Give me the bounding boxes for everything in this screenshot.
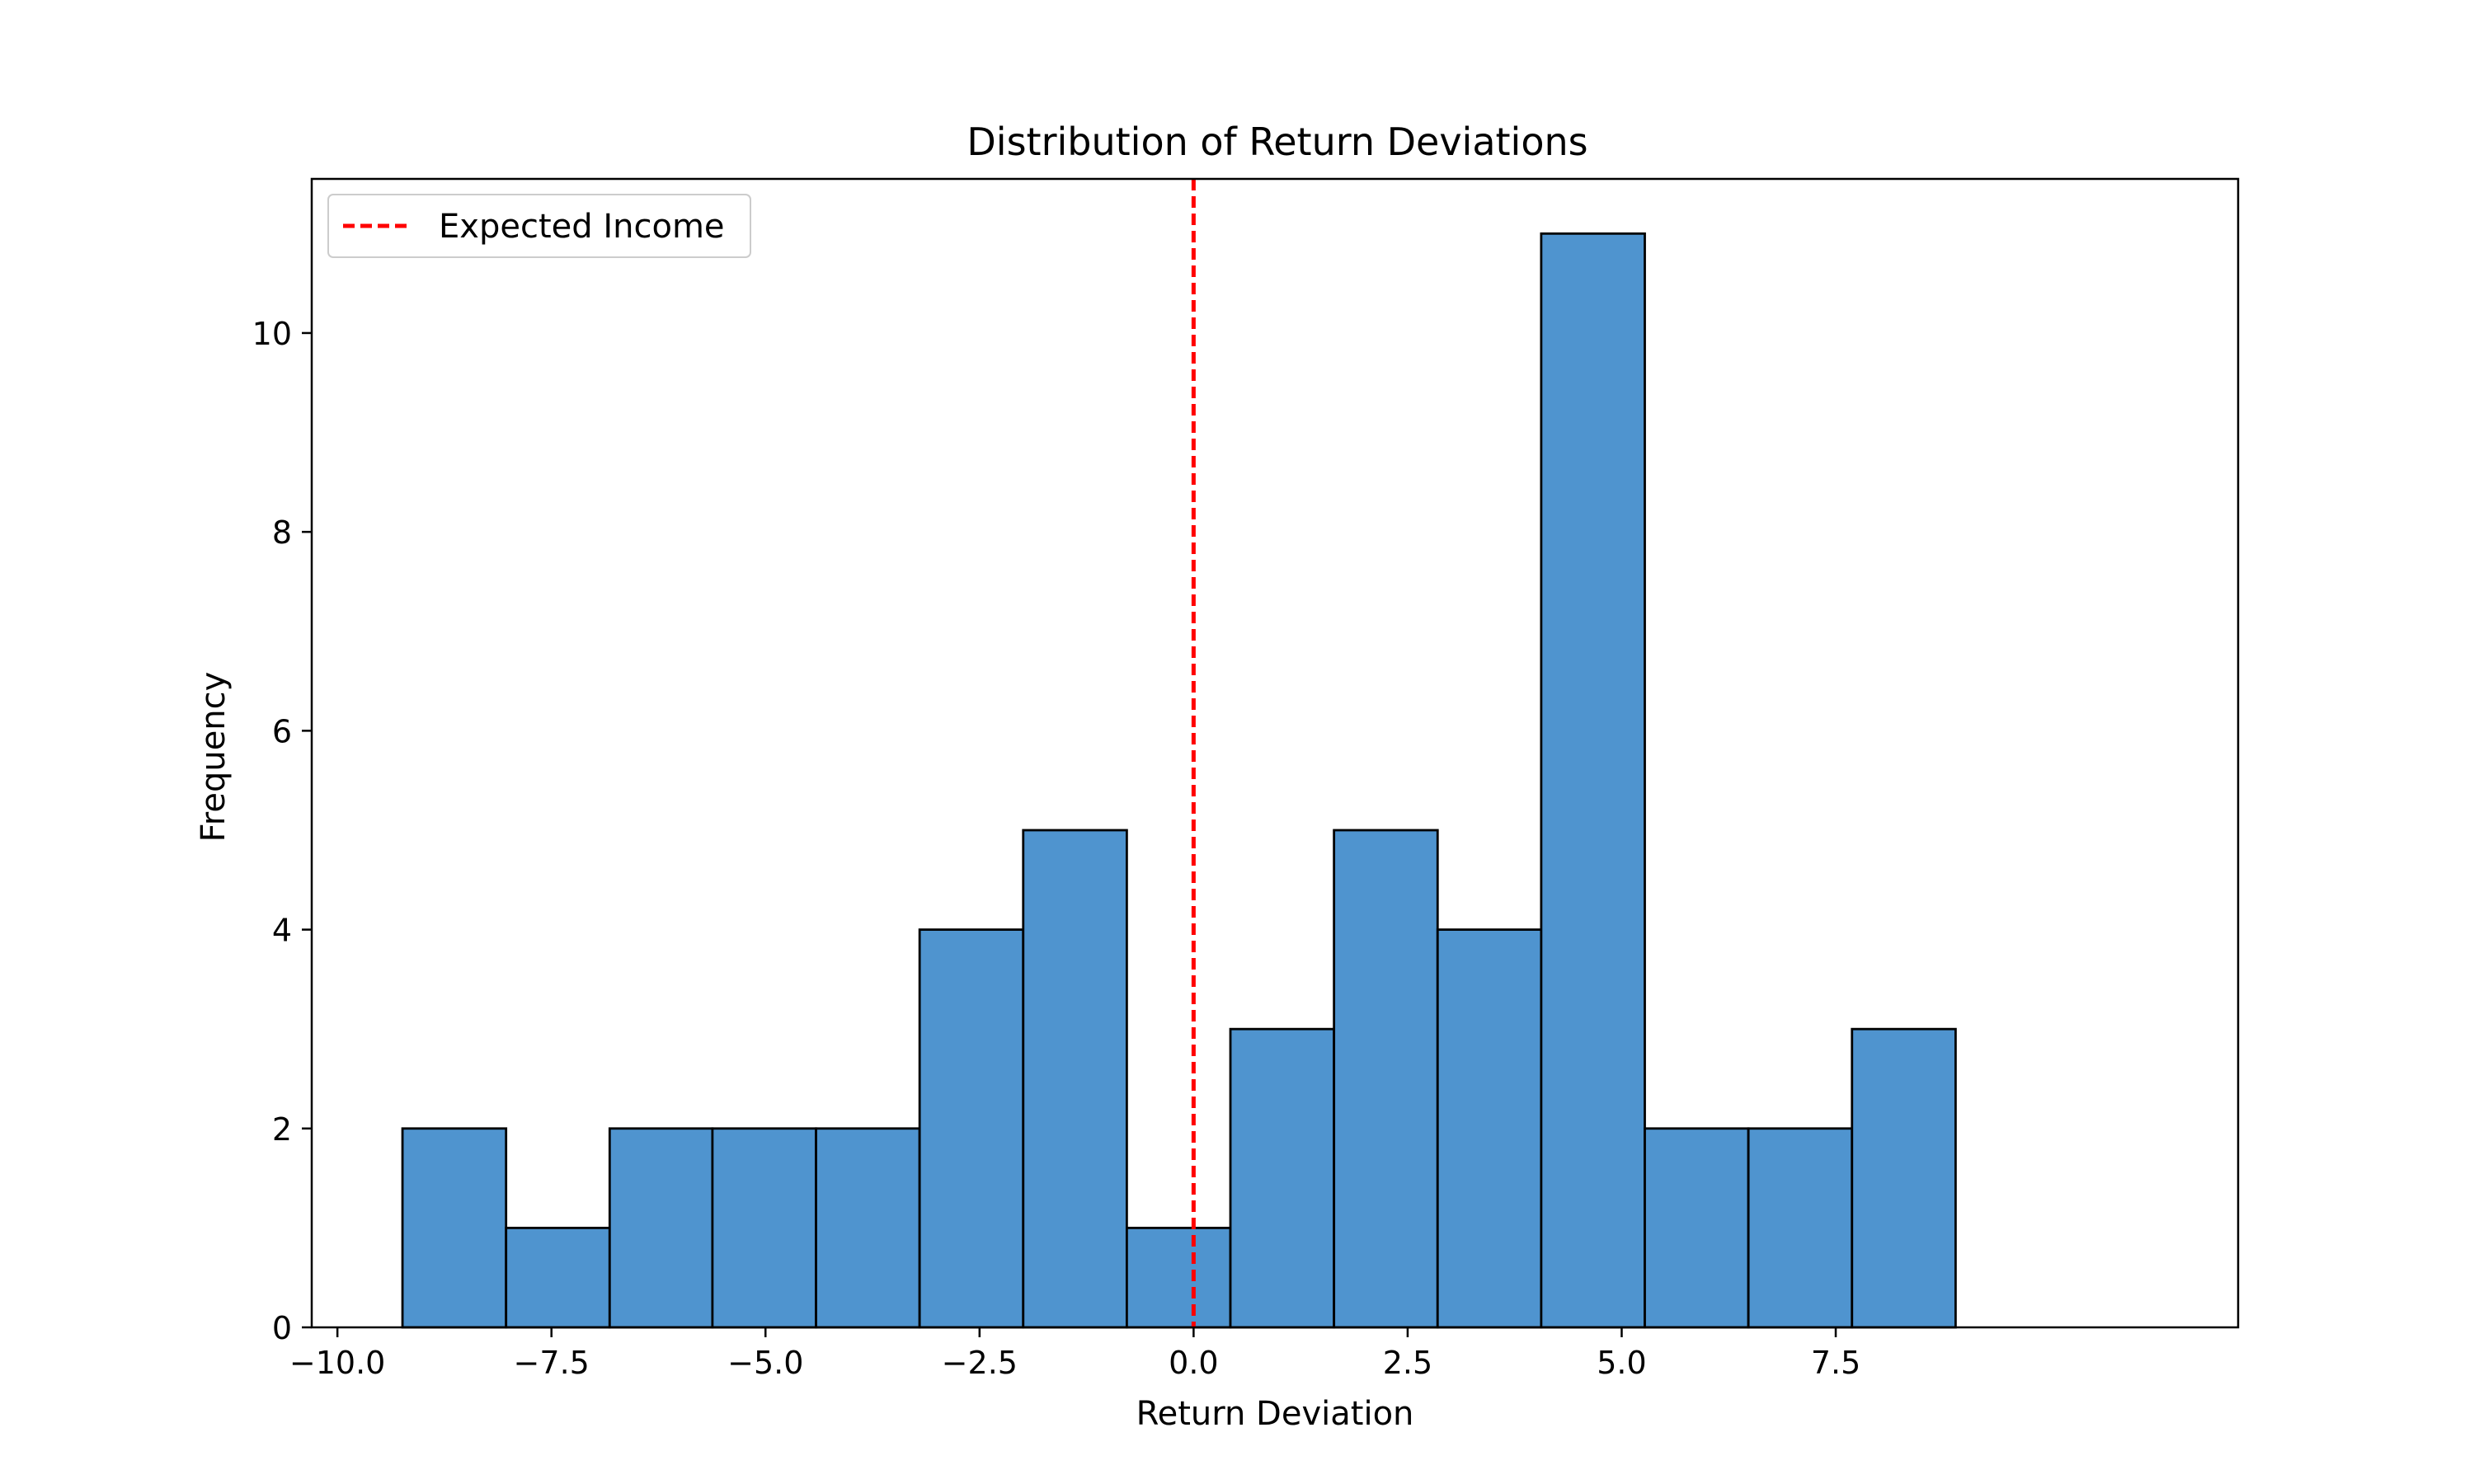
y-tick-label: 10 (252, 316, 292, 352)
y-axis-label: Frequency (195, 672, 233, 843)
histogram-bar (1436, 928, 1543, 1329)
histogram-bar (505, 1226, 611, 1329)
histogram-bar (1125, 1226, 1232, 1329)
x-tick-label: −2.5 (942, 1345, 1018, 1381)
x-tick-label: 7.5 (1811, 1345, 1860, 1381)
x-tick-label: −7.5 (514, 1345, 590, 1381)
histogram-bar (815, 1127, 921, 1329)
legend-label: Expected Income (439, 208, 725, 246)
x-tick-label: −10.0 (289, 1345, 385, 1381)
x-tick-label: 5.0 (1597, 1345, 1646, 1381)
y-tick-label: 6 (272, 713, 292, 749)
x-axis-label: Return Deviation (1136, 1395, 1414, 1433)
legend-box (327, 194, 751, 258)
histogram-bar (1644, 1127, 1750, 1329)
y-tick-label: 2 (272, 1111, 292, 1148)
x-axis-ticks: −10.0 −7.5 −5.0 −2.5 0.0 2.5 5.0 7.5 (289, 1327, 1860, 1381)
histogram-bars (401, 232, 1957, 1329)
histogram-bar (1333, 829, 1439, 1329)
chart-title: Distribution of Return Deviations (967, 120, 1587, 164)
histogram-bar (1022, 829, 1128, 1329)
histogram-bar (918, 928, 1025, 1329)
histogram-bar (1229, 1027, 1336, 1329)
histogram-bar (608, 1127, 714, 1329)
y-tick-label: 0 (272, 1310, 292, 1346)
histogram-bar (401, 1127, 508, 1329)
x-tick-label: 0.0 (1169, 1345, 1218, 1381)
x-tick-label: 2.5 (1383, 1345, 1432, 1381)
y-axis-ticks: 0 2 4 6 8 10 (252, 316, 312, 1346)
histogram-bar (711, 1127, 817, 1329)
plot-area-frame (310, 177, 2240, 1329)
histogram-bar (1540, 232, 1646, 1329)
histogram-bar (1747, 1127, 1854, 1329)
legend: Expected Income (327, 194, 751, 258)
y-tick-label: 8 (272, 514, 292, 551)
y-tick-label: 4 (272, 913, 292, 949)
histogram-bar (1851, 1027, 1957, 1329)
x-tick-label: −5.0 (727, 1345, 803, 1381)
